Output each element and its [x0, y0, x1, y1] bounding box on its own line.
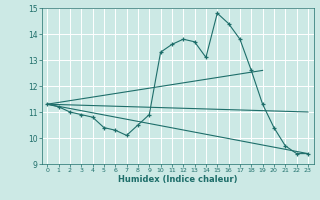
X-axis label: Humidex (Indice chaleur): Humidex (Indice chaleur)	[118, 175, 237, 184]
